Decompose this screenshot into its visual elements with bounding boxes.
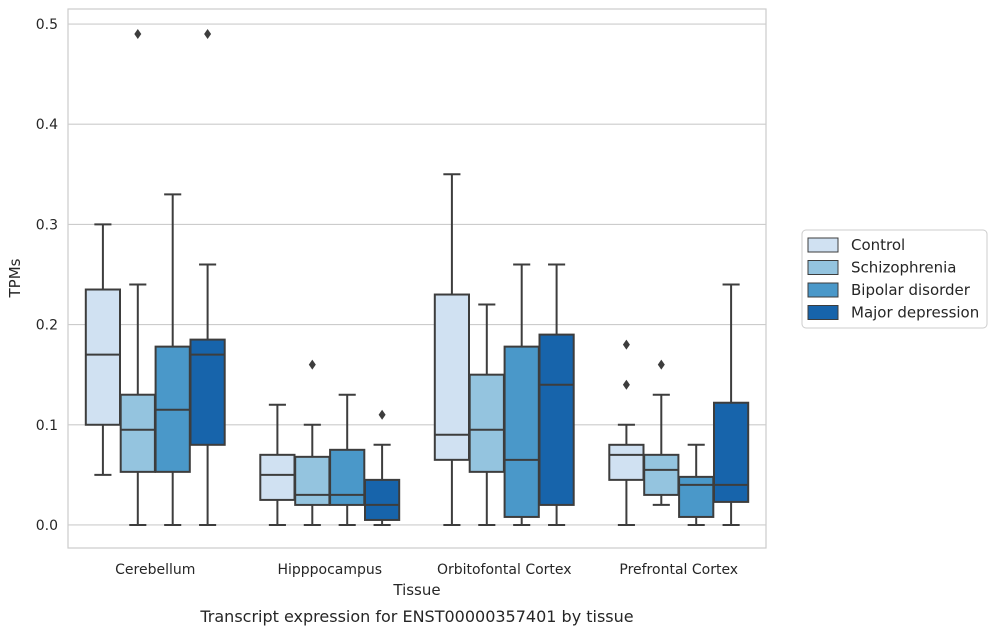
box xyxy=(678,443,715,526)
box-body xyxy=(294,455,331,506)
y-tick-label: 0.1 xyxy=(36,418,58,434)
outlier-marker xyxy=(378,409,386,420)
box-body xyxy=(712,401,750,503)
box xyxy=(119,29,156,526)
box-body xyxy=(84,288,122,426)
legend-label: Major depression xyxy=(851,304,979,322)
box xyxy=(84,223,122,476)
box-body xyxy=(433,293,471,461)
y-tick-label: 0.4 xyxy=(36,117,58,133)
box-body xyxy=(329,448,366,506)
x-tick-labels: Cerebellum Hipppocampus Orbitofontal Corte… xyxy=(115,562,738,578)
y-tick-label: 0.2 xyxy=(36,318,58,334)
y-tick-labels: 0.0 0.1 0.2 0.3 0.4 0.5 xyxy=(36,17,58,534)
x-axis-label: Tissue xyxy=(392,581,440,599)
box xyxy=(468,303,505,526)
legend-swatch xyxy=(807,282,839,298)
legend-frame xyxy=(801,229,988,329)
box-body xyxy=(608,443,645,481)
outlier-marker xyxy=(622,339,630,350)
box xyxy=(259,403,296,526)
y-tick-label: 0.3 xyxy=(36,217,58,233)
legend-label: Schizophrenia xyxy=(851,259,956,277)
legend-swatch xyxy=(807,305,839,320)
box-body xyxy=(468,373,505,473)
box xyxy=(712,283,750,526)
plot-frame xyxy=(67,8,767,549)
box-body xyxy=(538,333,575,506)
outlier-marker xyxy=(657,359,665,370)
box xyxy=(433,173,471,526)
box xyxy=(643,359,680,506)
legend-swatch xyxy=(807,260,839,275)
box-body xyxy=(678,475,715,518)
box xyxy=(363,409,401,526)
legend: Control Schizophrenia Bipolar disorder Majo… xyxy=(801,229,988,329)
box xyxy=(608,339,645,526)
chart-caption: Transcript expression for ENST0000035740… xyxy=(199,607,633,626)
y-tick-label: 0.0 xyxy=(36,518,58,534)
x-tick-label: Prefrontal Cortex xyxy=(619,562,738,578)
box-body xyxy=(643,453,680,496)
box-body xyxy=(363,478,401,521)
box-body xyxy=(259,453,296,501)
legend-swatch xyxy=(807,237,839,253)
y-axis-label: TPMs xyxy=(6,258,24,298)
box xyxy=(538,263,575,526)
x-tick-label: Orbitofontal Cortex xyxy=(437,562,572,578)
outlier-marker xyxy=(622,379,630,390)
y-tick-label: 0.5 xyxy=(36,17,58,33)
boxes-layer xyxy=(84,29,750,526)
x-tick-label: Cerebellum xyxy=(115,562,195,578)
outlier-marker xyxy=(134,29,142,40)
box-body xyxy=(119,393,156,473)
x-tick-label: Hipppocampus xyxy=(277,562,382,578)
outlier-marker xyxy=(204,29,212,40)
outlier-marker xyxy=(308,359,316,370)
box xyxy=(189,29,226,526)
box-body xyxy=(503,345,540,518)
box xyxy=(503,263,540,526)
box-body xyxy=(189,338,226,446)
legend-label: Control xyxy=(851,236,905,254)
box xyxy=(294,359,331,526)
box xyxy=(154,193,191,526)
legend-label: Bipolar disorder xyxy=(851,281,971,299)
box xyxy=(329,393,366,526)
